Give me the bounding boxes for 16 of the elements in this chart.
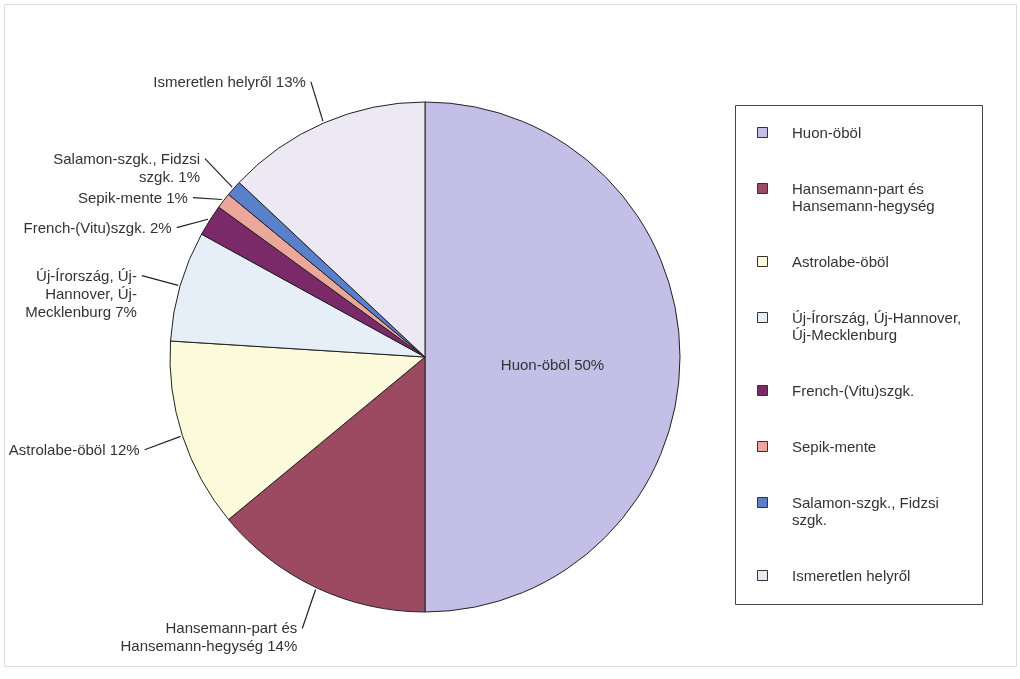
category-label: Új-Írország, Új-Hannover, Új-Mecklenburg 7%: [25, 266, 137, 320]
category-label: Ismeretlen helyről 13%: [153, 72, 306, 90]
legend-label: Hansemann-part és Hansemann-hegység: [792, 179, 935, 214]
category-label: Sepik-mente 1%: [77, 188, 188, 206]
legend-label: Astrolabe-öböl: [792, 252, 889, 270]
legend-label: Huon-öböl: [792, 123, 862, 141]
category-label: Huon-öböl 50%: [500, 356, 605, 373]
category-label: French-(Vitu)szgk. 2%: [23, 218, 172, 236]
legend-label: Sepik-mente: [792, 437, 877, 455]
category-label: Hansemann-part és Hansemann-hegység 14%: [120, 619, 298, 655]
legend-label: French-(Vitu)szgk.: [792, 381, 915, 399]
category-label: Salamon-szgk., Fidzsi szgk. 1%: [53, 149, 200, 185]
legend-label: Ismeretlen helyről: [792, 566, 911, 584]
legend-label: Salamon-szgk., Fidzsi szgk.: [792, 493, 939, 528]
legend-label: Új-Írország, Új-Hannover, Új-Mecklenburg: [792, 308, 962, 343]
category-label: Astrolabe-öböl 12%: [8, 440, 140, 458]
